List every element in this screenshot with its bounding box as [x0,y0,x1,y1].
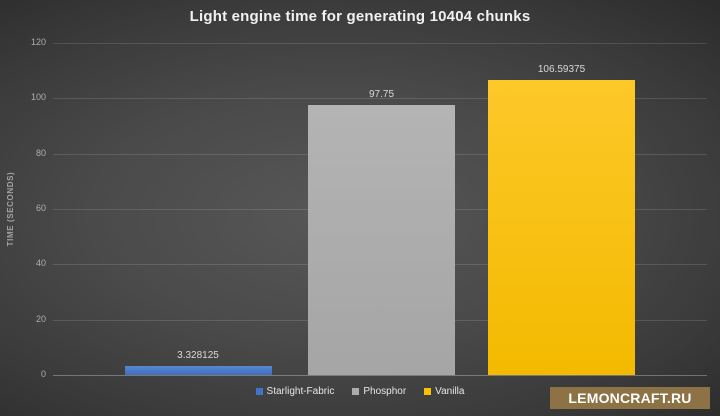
chart-legend: Starlight-Fabric Phosphor Vanilla [0,386,720,397]
legend-item-phosphor: Phosphor [352,386,406,397]
y-tick-label-20: 20 [35,313,46,324]
x-axis-line [53,375,707,376]
bar-value-label-vanilla: 106.59375 [537,64,586,76]
legend-item-vanilla: Vanilla [424,386,464,397]
legend-label-starlight-fabric: Starlight-Fabric [266,386,335,397]
legend-swatch-starlight-fabric [255,388,263,395]
chart-title: Light engine time for generating 10404 c… [189,8,531,25]
y-tick-label-60: 60 [35,203,46,213]
bar-vanilla [488,80,635,375]
legend-swatch-vanilla [424,388,432,395]
bar-phosphor [308,104,455,375]
bar-value-label-phosphor: 97.75 [368,88,395,100]
y-tick-label-0: 0 [40,369,46,379]
legend-item-starlight-fabric: Starlight-Fabric [255,386,335,397]
legend-label-phosphor: Phosphor [363,386,407,397]
y-tick-label-120: 120 [30,37,46,47]
watermark-badge: LEMONCRAFT.RU [550,387,710,409]
y-tick-label-100: 100 [30,92,46,103]
bar-starlight-fabric [124,365,272,375]
legend-label-vanilla: Vanilla [435,386,465,397]
y-tick-label-40: 40 [35,258,46,269]
legend-swatch-phosphor [352,388,360,395]
gridline-120 [53,43,707,44]
y-tick-label-80: 80 [35,147,46,158]
bar-value-label-starlight-fabric: 3.328125 [177,349,219,361]
gridline-100 [53,98,707,100]
